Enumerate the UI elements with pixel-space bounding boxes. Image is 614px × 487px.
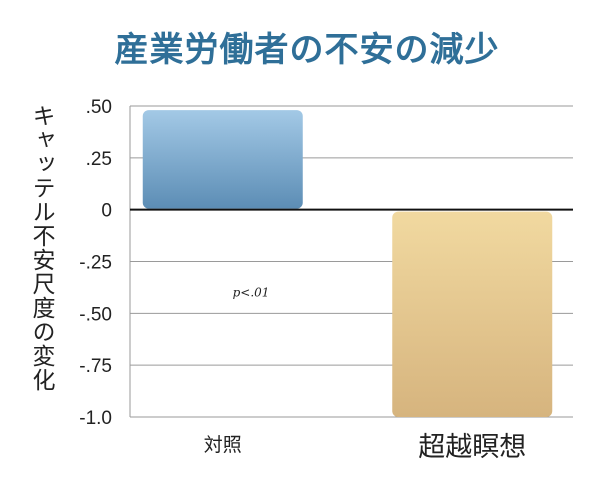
- y-tick-label: -.75: [79, 356, 112, 377]
- y-tick-label: .25: [86, 149, 112, 170]
- y-tick-label: 0: [101, 201, 112, 222]
- y-tick-label: -.50: [79, 304, 112, 325]
- bar-control: [142, 110, 303, 209]
- category-label: 超越瞑想: [418, 432, 526, 463]
- category-label: 対照: [204, 434, 242, 456]
- y-tick-label: -1.0: [79, 408, 112, 429]
- y-axis-label: キャッテル不安尺度の変化: [28, 104, 54, 392]
- bars: [142, 110, 553, 417]
- significance-annotation: p<.01: [233, 286, 270, 300]
- y-tick-labels: .50 .25 0 -.25 -.50 -.75 -1.0: [79, 97, 112, 429]
- y-tick-label: .50: [86, 97, 112, 118]
- category-labels: 対照 超越瞑想: [204, 432, 527, 463]
- bar-tm: [392, 211, 553, 417]
- chart-title: 産業労働者の不安の減少: [114, 30, 500, 70]
- y-tick-label: -.25: [79, 253, 112, 274]
